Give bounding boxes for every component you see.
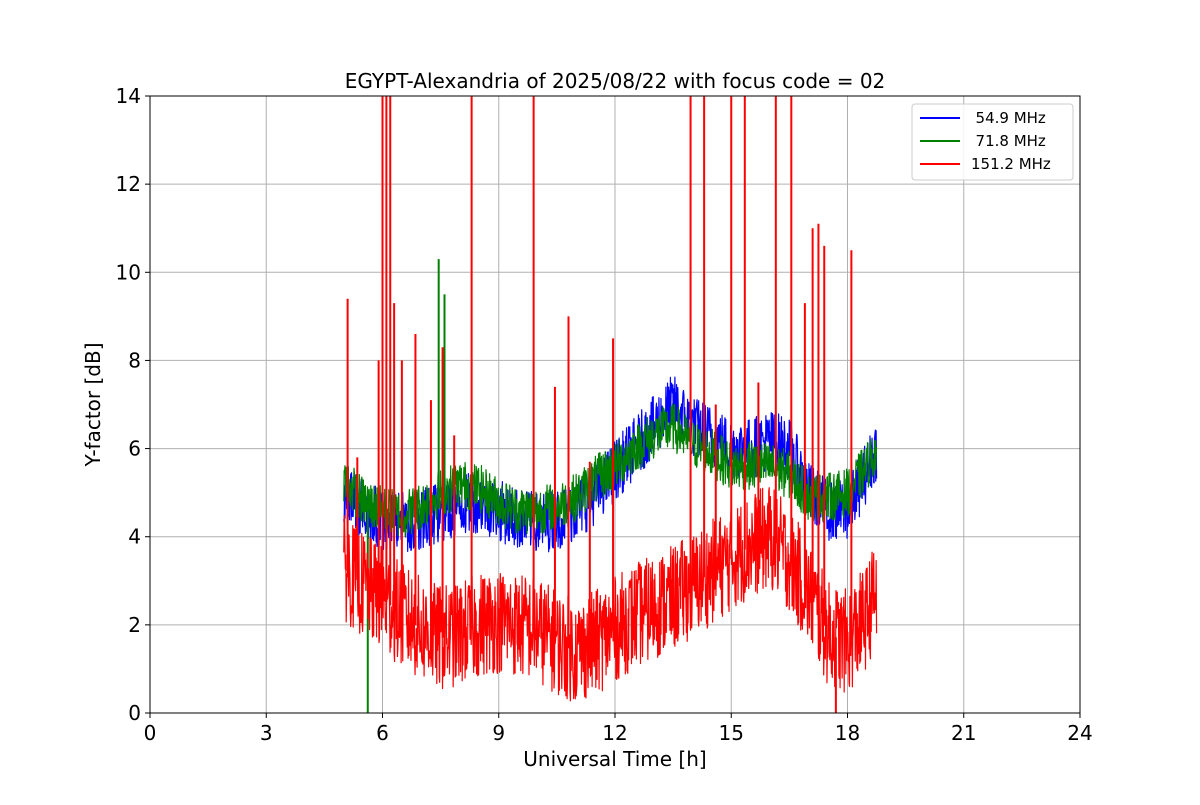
y-tick-label: 0 (128, 701, 141, 725)
x-tick-label: 6 (376, 721, 389, 745)
x-tick-label: 3 (260, 721, 273, 745)
y-tick-label: 2 (128, 613, 141, 637)
y-tick-label: 6 (128, 437, 141, 461)
chart-title: EGYPT-Alexandria of 2025/08/22 with focu… (345, 69, 886, 93)
series-151-2-mhz (343, 96, 878, 713)
series-line-151-2-mhz (343, 487, 878, 702)
y-tick-label: 14 (116, 84, 141, 108)
series-line-71-8-mhz (343, 403, 878, 538)
series-layer (343, 96, 878, 713)
x-tick-label: 18 (835, 721, 860, 745)
x-tick-label: 12 (602, 721, 627, 745)
y-axis-label: Y-factor [dB] (81, 342, 105, 467)
x-tick-label: 21 (951, 721, 976, 745)
y-tick-label: 8 (128, 348, 141, 372)
series-line-54-9-mhz (343, 376, 878, 553)
legend-label-71-8-mhz: 71.8 MHz (966, 132, 1046, 150)
legend-label-54-9-mhz: 54.9 MHz (966, 109, 1046, 127)
x-axis-label: Universal Time [h] (523, 747, 706, 771)
series-54-9-mhz (343, 376, 878, 553)
x-tick-label: 0 (144, 721, 157, 745)
x-tick-label: 9 (492, 721, 505, 745)
legend-box (911, 103, 1074, 181)
x-tick-label: 15 (719, 721, 744, 745)
x-tick-label: 24 (1067, 721, 1092, 745)
y-tick-label: 12 (116, 172, 141, 196)
y-tick-label: 4 (128, 525, 141, 549)
legend: 54.9 MHz 71.8 MHz 151.2 MHz (911, 103, 1074, 181)
legend-label-151-2-mhz: 151.2 MHz (971, 155, 1051, 173)
y-tick-label: 10 (116, 260, 141, 284)
